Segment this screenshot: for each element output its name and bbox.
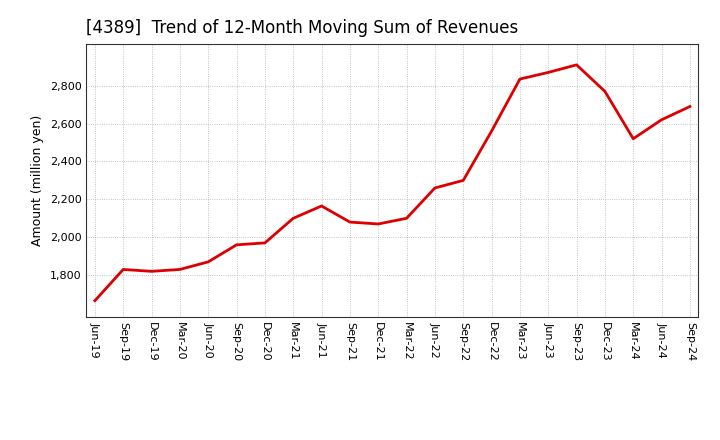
- Y-axis label: Amount (million yen): Amount (million yen): [31, 115, 44, 246]
- Text: [4389]  Trend of 12-Month Moving Sum of Revenues: [4389] Trend of 12-Month Moving Sum of R…: [86, 19, 518, 37]
